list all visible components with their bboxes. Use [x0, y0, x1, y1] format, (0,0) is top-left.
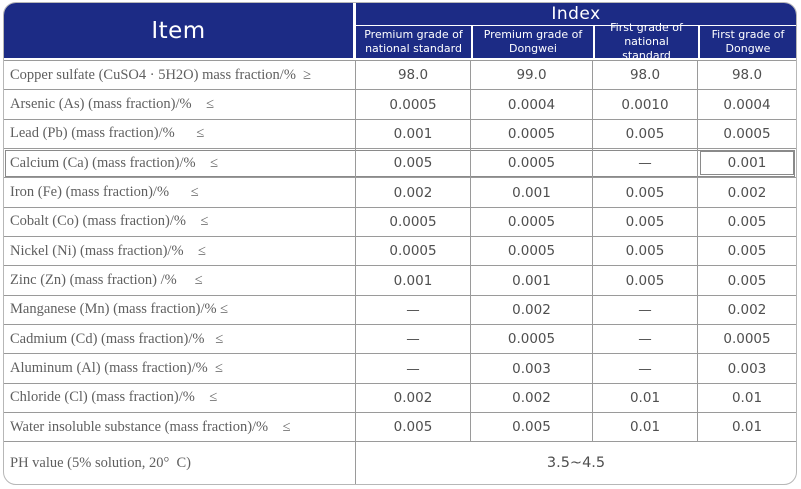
row-value: 99.0	[471, 61, 593, 91]
ph-row-value: 3.5~4.5	[546, 455, 606, 472]
row-item-label: Copper sulfate (CuSO4 · 5H2O) mass fract…	[4, 61, 356, 91]
table-row: Cobalt (Co) (mass fraction)/% ≤0.0005 0.0…	[4, 207, 796, 238]
row-value: 0.005	[593, 178, 698, 208]
row-value: 0.0005	[471, 325, 593, 355]
row-value: 0.005	[698, 237, 796, 267]
row-item-label: Cadmium (Cd) (mass fraction)/% ≤	[4, 325, 356, 355]
row-value: 0.003	[471, 354, 593, 384]
ph-row-label: PH value (5% solution, 20° C)	[4, 442, 356, 484]
table-row: Copper sulfate (CuSO4 · 5H2O) mass fract…	[4, 61, 796, 91]
column-header: Premium grade of national standard	[356, 26, 471, 58]
row-value: 0.0005	[471, 237, 593, 267]
table-row: Aluminum (Al) (mass fraction)/% ≤ —0.003—…	[4, 354, 796, 384]
table-row: Arsenic (As) (mass fraction)/% ≤0.0005 0.…	[4, 90, 796, 120]
table-row: Iron (Fe) (mass fraction)/% ≤0.002 0.001 0…	[4, 178, 796, 208]
row-value: 98.0	[593, 61, 698, 91]
row-value: 0.0005	[471, 207, 593, 238]
row-value: 0.0004	[471, 90, 593, 120]
row-value: 98.0	[356, 61, 471, 91]
table-row: Calcium (Ca) (mass fraction)/% ≤0.005 0.0…	[4, 149, 796, 179]
row-value: 0.0005	[356, 207, 471, 238]
row-value: 0.01	[593, 383, 698, 414]
row-item-label: Cobalt (Co) (mass fraction)/% ≤	[4, 207, 356, 238]
table-row: Cadmium (Cd) (mass fraction)/% ≤ —0.0005—…	[4, 325, 796, 355]
row-value: —	[593, 325, 698, 355]
table-row: Nickel (Ni) (mass fraction)/% ≤0.0005 0.0…	[4, 237, 796, 267]
row-value: 0.0005	[471, 119, 593, 150]
row-item-label: Calcium (Ca) (mass fraction)/% ≤	[4, 149, 356, 179]
row-item-label: Zinc (Zn) (mass fraction) /% ≤	[4, 266, 356, 296]
row-value: 0.0005	[356, 90, 471, 120]
row-item-label: Water insoluble substance (mass fraction…	[4, 413, 356, 443]
row-item-label: Aluminum (Al) (mass fraction)/% ≤	[4, 354, 356, 384]
spec-table: Item Index Premium grade of national sta…	[3, 2, 797, 485]
row-value: —	[356, 295, 471, 326]
row-value: 0.002	[698, 296, 796, 326]
table-row: Zinc (Zn) (mass fraction) /% ≤0.001 0.001…	[4, 266, 796, 296]
row-value: 0.0005	[356, 237, 471, 267]
index-header: Index	[356, 3, 796, 25]
row-value: 0.005	[471, 413, 593, 443]
row-value: 98.0	[698, 61, 796, 91]
row-value: 0.005	[698, 208, 796, 238]
row-value: 0.005	[356, 149, 471, 179]
row-value: 0.0005	[698, 325, 796, 355]
row-value: 0.001	[471, 266, 593, 296]
row-value: 0.005	[593, 119, 698, 150]
table-row: Manganese (Mn) (mass fraction)/% ≤ —0.002…	[4, 295, 796, 326]
row-value: 0.001	[356, 119, 471, 150]
table-header: Item Index Premium grade of national sta…	[4, 3, 796, 62]
row-value: 0.0005	[698, 120, 796, 150]
row-item-label: Manganese (Mn) (mass fraction)/% ≤	[4, 295, 356, 326]
row-item-label: Iron (Fe) (mass fraction)/% ≤	[4, 178, 356, 208]
row-value: 0.005	[593, 266, 698, 296]
row-value: —	[356, 325, 471, 355]
row-item-label: Nickel (Ni) (mass fraction)/% ≤	[4, 237, 356, 267]
row-item-label: Lead (Pb) (mass fraction)/% ≤	[4, 119, 356, 150]
row-value: 0.01	[698, 384, 796, 414]
column-header: First grade of Dongwe	[700, 26, 796, 58]
item-column-header: Item	[4, 3, 353, 58]
row-value: —	[593, 295, 698, 326]
table-body: Copper sulfate (CuSO4 · 5H2O) mass fract…	[4, 60, 796, 443]
row-value: 0.005	[356, 413, 471, 443]
column-header: Premium grade of Dongwei	[473, 26, 593, 58]
row-value: 0.001	[471, 178, 593, 208]
row-item-label: Chloride (Cl) (mass fraction)/% ≤	[4, 383, 356, 414]
row-value: 0.005	[593, 237, 698, 267]
row-value: 0.01	[593, 413, 698, 443]
table-row: Water insoluble substance (mass fraction…	[4, 413, 796, 443]
row-value: 0.0010	[593, 90, 698, 120]
row-value: 0.002	[698, 178, 796, 208]
row-value: 0.002	[471, 295, 593, 326]
row-value: 0.0004	[698, 90, 796, 120]
ph-row: PH value (5% solution, 20° C) 3.5~4.5	[4, 442, 796, 484]
row-value: 0.0005	[471, 149, 593, 179]
table-row: Lead (Pb) (mass fraction)/% ≤0.001 0.0005…	[4, 119, 796, 150]
row-value: —	[593, 149, 698, 179]
row-value: 0.003	[698, 354, 796, 384]
row-value: 0.005	[593, 207, 698, 238]
row-value: 0.002	[471, 383, 593, 414]
row-value: 0.001	[698, 149, 796, 179]
row-value: 0.002	[356, 178, 471, 208]
row-value: 0.002	[356, 383, 471, 414]
row-value: —	[356, 354, 471, 384]
table-row: Chloride (Cl) (mass fraction)/% ≤0.002 0.…	[4, 383, 796, 414]
row-value: 0.005	[698, 266, 796, 296]
row-value: 0.001	[356, 266, 471, 296]
column-header: First grade of national standard	[595, 21, 698, 62]
row-item-label: Arsenic (As) (mass fraction)/% ≤	[4, 90, 356, 120]
row-value: 0.01	[698, 413, 796, 443]
row-value: —	[593, 354, 698, 384]
